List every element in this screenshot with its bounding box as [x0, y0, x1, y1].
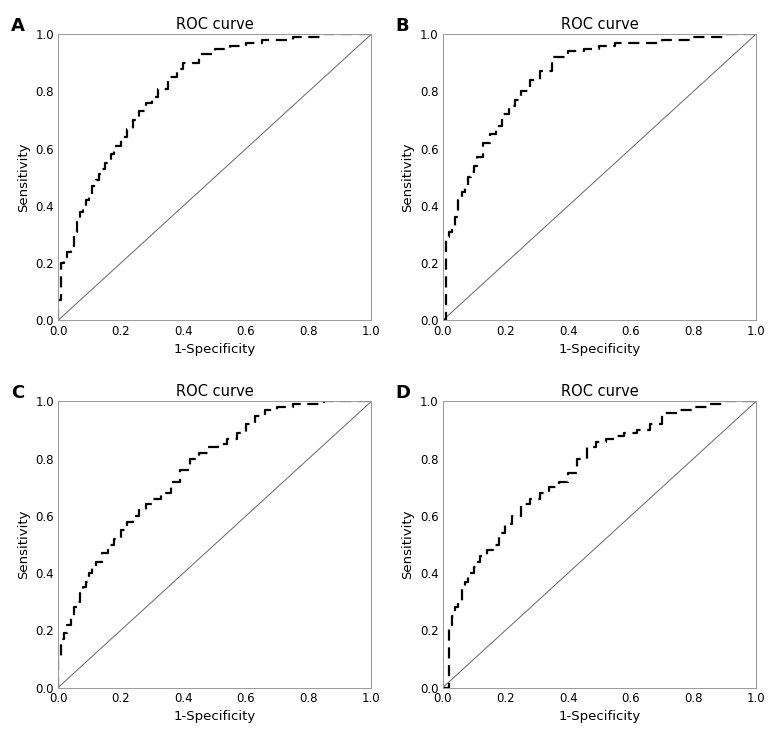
Text: B: B: [396, 17, 410, 35]
X-axis label: 1-Specificity: 1-Specificity: [174, 343, 256, 356]
Title: ROC curve: ROC curve: [561, 384, 638, 399]
Y-axis label: Sensitivity: Sensitivity: [16, 143, 30, 212]
Y-axis label: Sensitivity: Sensitivity: [401, 510, 414, 579]
Title: ROC curve: ROC curve: [176, 384, 253, 399]
X-axis label: 1-Specificity: 1-Specificity: [558, 710, 640, 723]
Text: D: D: [396, 384, 411, 403]
Title: ROC curve: ROC curve: [561, 17, 638, 32]
X-axis label: 1-Specificity: 1-Specificity: [174, 710, 256, 723]
Text: A: A: [11, 17, 25, 35]
X-axis label: 1-Specificity: 1-Specificity: [558, 343, 640, 356]
Title: ROC curve: ROC curve: [176, 17, 253, 32]
Y-axis label: Sensitivity: Sensitivity: [401, 143, 414, 212]
Text: C: C: [11, 384, 24, 403]
Y-axis label: Sensitivity: Sensitivity: [16, 510, 30, 579]
